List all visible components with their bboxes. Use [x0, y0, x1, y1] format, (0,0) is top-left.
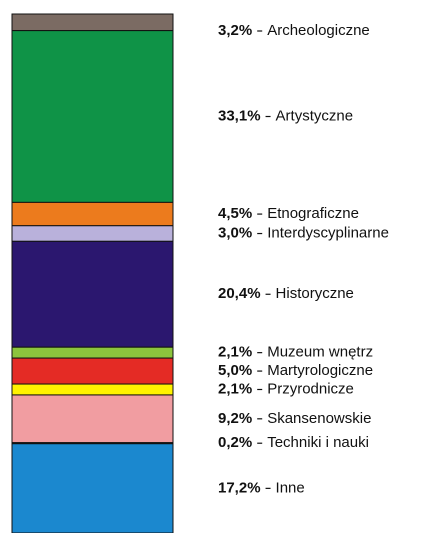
value-label: 0,2% [218, 434, 252, 451]
value-label: 17,2% [218, 479, 261, 496]
category-label: Artystyczne [276, 107, 354, 124]
value-label: 2,1% [218, 380, 252, 397]
category-label: Inne [276, 479, 305, 496]
value-label: 20,4% [218, 285, 261, 302]
category-label: Techniki i nauki [267, 434, 369, 451]
value-label: 2,1% [218, 344, 252, 361]
category-label: Historyczne [276, 285, 354, 302]
value-label: 3,2% [218, 22, 252, 39]
bar-segment [11, 394, 174, 444]
bar-segment [11, 443, 174, 533]
bar-segment [11, 240, 174, 348]
category-label: Muzeum wnętrz [267, 344, 373, 361]
bar-segment [11, 30, 174, 203]
value-label: 9,2% [218, 410, 252, 427]
value-label: 3,0% [218, 225, 252, 242]
bar-segment [11, 346, 174, 359]
bar-segment [11, 357, 174, 385]
value-label: 4,5% [218, 205, 252, 222]
category-label: Etnograficzne [267, 205, 359, 222]
bar-segment [11, 225, 174, 242]
value-label: 33,1% [218, 107, 261, 124]
category-label: Martyrologiczne [267, 362, 373, 379]
category-label: Przyrodnicze [267, 380, 354, 397]
category-label: Interdyscyplinarne [267, 225, 389, 242]
bar-segment [11, 383, 174, 396]
bar-segment [11, 201, 174, 227]
category-label: Skansenowskie [267, 410, 371, 427]
bar-segment [11, 13, 174, 32]
value-label: 5,0% [218, 362, 252, 379]
category-label: Archeologiczne [267, 22, 370, 39]
